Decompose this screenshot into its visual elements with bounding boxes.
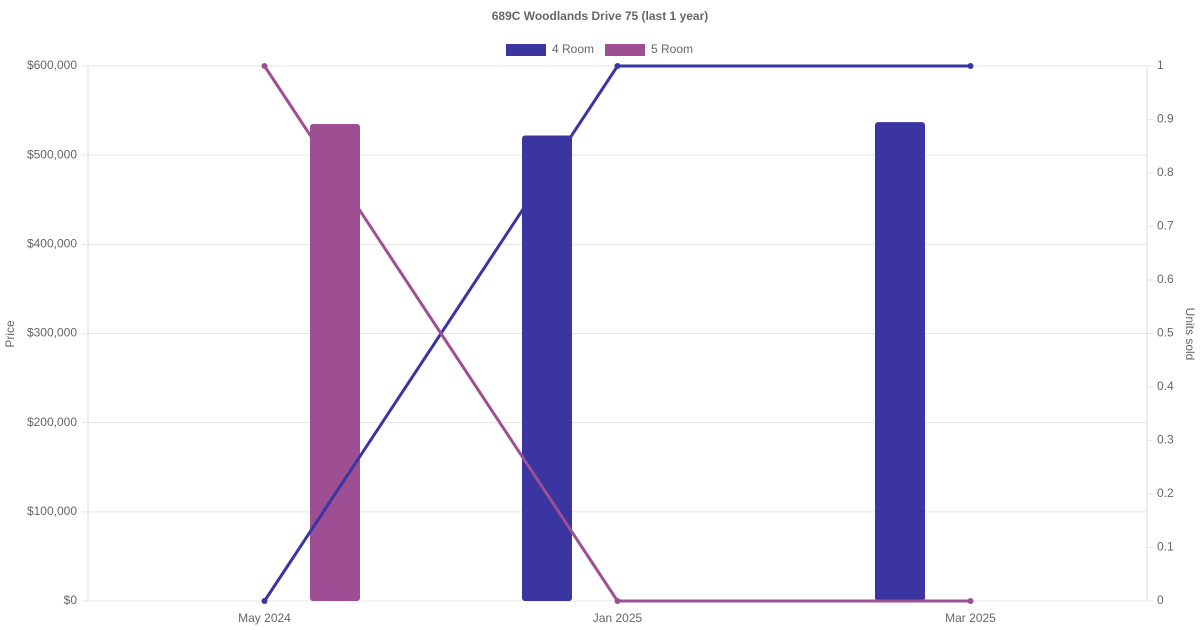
point <box>261 598 268 604</box>
y-tick-label: $400,000 <box>27 237 77 251</box>
legend-label: 5 Room <box>651 42 693 56</box>
point <box>614 598 621 604</box>
legend-swatch <box>605 44 645 56</box>
y2-tick-label: 1 <box>1157 58 1164 72</box>
y2-tick-label: 0.5 <box>1157 326 1174 340</box>
y2-tick-label: 0.7 <box>1157 219 1174 233</box>
y2-axis-title: Units sold <box>1183 308 1197 361</box>
y-tick-label: $200,000 <box>27 415 77 429</box>
x-tick-label: May 2024 <box>238 611 291 625</box>
point <box>967 598 974 604</box>
point <box>614 63 621 69</box>
chart-title: 689C Woodlands Drive 75 (last 1 year) <box>492 9 709 23</box>
y2-tick-label: 0.2 <box>1157 486 1174 500</box>
x-tick-label: Jan 2025 <box>593 611 643 625</box>
y-axis-title: Price <box>3 320 17 348</box>
legend-label: 4 Room <box>552 42 594 56</box>
bar <box>875 122 925 602</box>
y2-tick-label: 0 <box>1157 593 1164 607</box>
y-tick-label: $100,000 <box>27 504 77 518</box>
y-tick-label: $300,000 <box>27 326 77 340</box>
y-tick-label: $500,000 <box>27 147 77 161</box>
legend-swatch <box>506 44 546 56</box>
y-tick-label: $0 <box>64 593 78 607</box>
bar <box>522 135 572 602</box>
point <box>967 63 974 69</box>
y2-tick-label: 0.1 <box>1157 540 1174 554</box>
y2-tick-label: 0.9 <box>1157 112 1174 126</box>
y2-tick-label: 0.4 <box>1157 379 1174 393</box>
y2-tick-label: 0.8 <box>1157 165 1174 179</box>
y-tick-label: $600,000 <box>27 58 77 72</box>
x-tick-label: Mar 2025 <box>945 611 996 625</box>
bar <box>310 123 360 601</box>
point <box>261 63 268 69</box>
y2-tick-label: 0.6 <box>1157 272 1174 286</box>
y2-tick-label: 0.3 <box>1157 433 1174 447</box>
